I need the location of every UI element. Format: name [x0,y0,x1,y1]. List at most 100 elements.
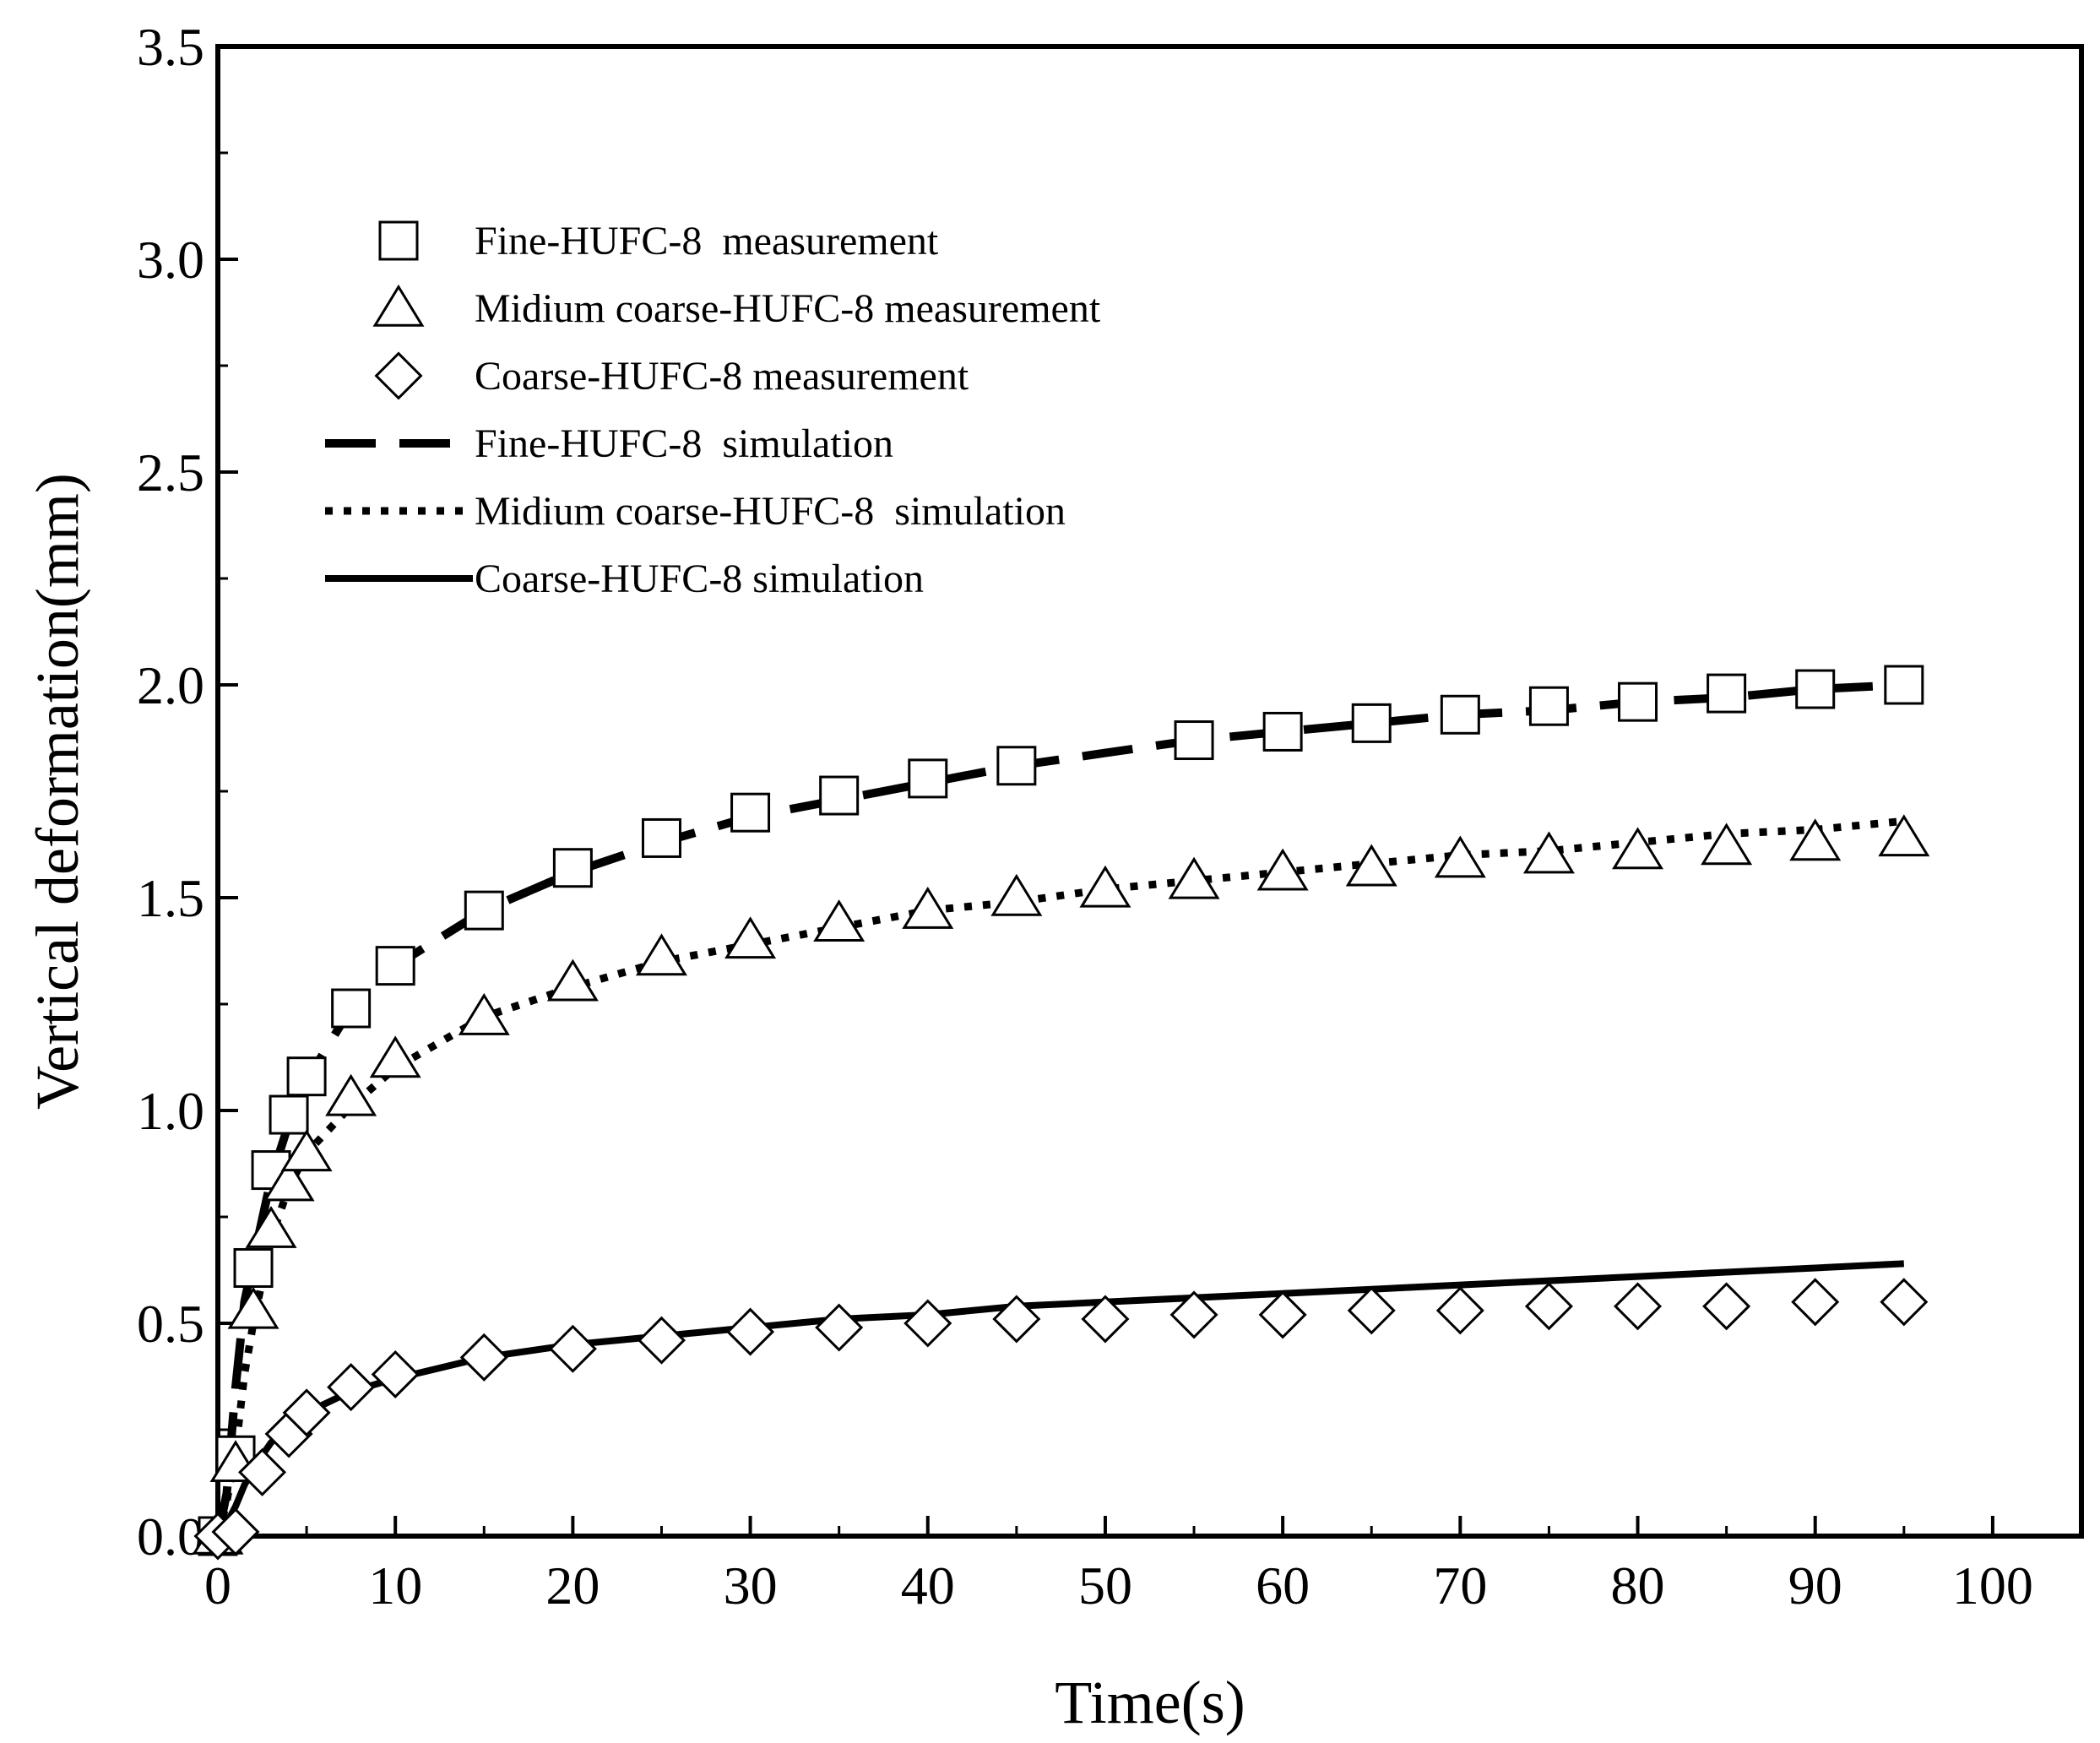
square-marker [1262,711,1303,752]
diamond-marker [1081,1295,1130,1344]
square-marker [1174,720,1214,761]
legend-label: Fine-HUFC-8 simulation [475,421,893,466]
triangle-marker [1256,848,1309,891]
square-marker [996,746,1037,786]
legend-triangle-marker [372,284,425,327]
triangle-marker [280,1129,333,1172]
diamond-marker [815,1303,864,1352]
diamond-marker [637,1316,686,1365]
diamond-marker [1347,1286,1396,1335]
series-line-3 [214,681,1905,1538]
diamond-marker [1435,1286,1484,1335]
diamond-marker [992,1295,1041,1344]
x-axis-title: Time(s) [1055,1669,1245,1736]
diamond-marker [726,1307,775,1356]
triangle-marker [1168,856,1220,899]
square-marker [233,1247,274,1288]
square-marker [1440,694,1480,735]
square-marker [730,792,771,833]
diamond-marker [282,1388,331,1437]
triangle-marker [1612,827,1664,870]
y-tick-label: 0.0 [137,1507,204,1567]
y-tick-label: 0.5 [137,1294,204,1354]
legend-label: Coarse-HUFC-8 measurement [475,354,969,399]
triangle-marker [263,1159,315,1202]
square-marker [331,988,372,1029]
y-tick-label: 1.5 [137,868,204,928]
x-tick-label: 70 [1433,1556,1487,1615]
diamond-marker [238,1447,287,1496]
diamond-marker [1791,1278,1840,1327]
square-marker [375,946,415,986]
triangle-marker [813,899,866,942]
triangle-marker [902,886,954,929]
diamond-marker [1614,1282,1663,1331]
y-tick-label: 3.5 [137,17,204,77]
square-marker [1884,665,1924,705]
square-marker [269,1094,309,1135]
square-marker [1528,686,1569,726]
square-marker [908,758,948,799]
diamond-marker [1524,1282,1573,1331]
series-markers [192,665,1930,1561]
square-marker [286,1056,327,1097]
x-tick-label: 90 [1788,1556,1842,1615]
x-tick-label: 80 [1611,1556,1665,1615]
triangle-marker [1701,823,1753,866]
triangle-marker [458,992,510,1035]
series-lines [214,681,1905,1539]
triangle-marker [990,873,1043,916]
diamond-marker [371,1349,420,1399]
x-tick-label: 40 [901,1556,955,1615]
x-tick-label: 100 [1952,1556,2033,1615]
triangle-marker [1345,844,1397,887]
triangle-marker [724,916,777,959]
square-marker [1351,703,1392,743]
diamond-marker [1258,1290,1307,1339]
diamond-marker [1880,1278,1929,1327]
legend-label: Midium coarse-HUFC-8 simulation [475,489,1066,534]
x-tick-label: 30 [724,1556,778,1615]
triangle-marker [1878,814,1930,857]
triangle-marker [546,958,599,1002]
square-marker [1707,673,1747,714]
diamond-marker [327,1363,376,1412]
x-tick-label: 50 [1078,1556,1132,1615]
x-tick-label: 0 [204,1556,231,1615]
triangle-marker [1434,835,1486,878]
triangle-marker [325,1073,377,1116]
square-marker [464,890,504,931]
legend-label: Midium coarse-HUFC-8 measurement [475,286,1101,331]
triangle-marker [1522,831,1575,874]
square-marker [819,775,860,816]
x-tick-label: 20 [545,1556,600,1615]
diamond-marker [548,1324,597,1373]
legend-label: Coarse-HUFC-8 simulation [475,557,924,601]
diamond-marker [211,1507,260,1556]
x-tick-label: 60 [1256,1556,1310,1615]
legend-diamond-marker [374,351,423,400]
square-marker [552,848,593,888]
diamond-marker [459,1333,508,1382]
y-tick-label: 3.0 [137,230,204,290]
diamond-marker [1702,1282,1751,1331]
y-tick-label: 1.0 [137,1081,204,1141]
square-marker [641,817,681,858]
triangle-marker [245,1205,297,1248]
diamond-marker [903,1299,952,1348]
triangle-marker [227,1286,279,1329]
triangle-marker [369,1035,421,1078]
y-tick-label: 2.5 [137,443,204,502]
triangle-marker [1079,865,1131,908]
square-marker [1618,681,1658,722]
legend-square-marker [378,220,419,261]
legend-label: Fine-HUFC-8 measurement [475,219,939,263]
tick-labels: 0 10 20 30 40 50 60 70 80 90 100 0.0 0.5 1.0 1.5 2.0 2.5… [137,17,2033,1615]
triangle-marker [1789,818,1842,861]
x-tick-label: 10 [368,1556,422,1615]
square-marker [1795,669,1836,709]
y-axis-title: Vertical deformation(mm) [24,473,91,1110]
y-tick-label: 2.0 [137,655,204,715]
legend: Fine-HUFC-8 measurement Midium coarse-HUF… [325,219,1101,601]
